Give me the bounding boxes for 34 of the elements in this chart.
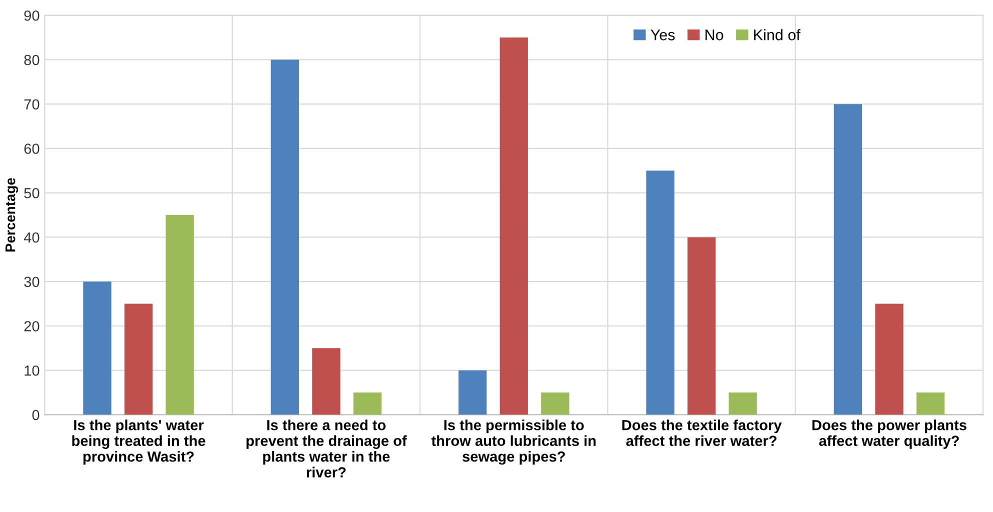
legend-label: Yes [650,30,675,40]
bar [166,215,194,415]
bar [875,304,904,415]
x-tick-label: Does the textile factory affect the river water? [622,420,782,446]
bar [83,282,112,415]
bar [124,304,153,415]
bar [916,392,945,415]
y-tick-label: 50 [24,188,40,198]
bar [312,348,340,415]
bar [270,60,299,415]
y-tick-label: 60 [24,144,40,154]
legend-label: Kind of [754,29,800,40]
bar [646,170,674,415]
y-tick-label: 80 [24,54,40,66]
bar [500,38,528,415]
y-tick-label: 20 [24,321,40,332]
y-tick-label: 40 [24,232,40,243]
bar [834,104,862,415]
legend-label: No [706,30,724,40]
x-tick-label: Is there a need to prevent the drainage of plants water in the river? [246,420,407,478]
y-tick-label: 10 [24,365,40,376]
x-tick-label: Is the permissible to throw auto lubricants in sewage pipes? [431,420,596,465]
x-tick-label: Does the power plants affect water quality? [812,420,966,449]
x-tick-label: Is the plants' water being treated in the province Wasit? [72,420,206,465]
y-tick-label: 70 [24,99,40,110]
y-axis-title: Percentage [6,178,18,252]
y-tick-label: 0 [32,410,40,420]
bar [353,392,382,415]
bar [458,370,487,415]
bar [541,392,570,415]
bar [687,237,716,415]
bar [728,392,757,415]
y-tick-label: 30 [24,276,40,288]
y-tick-label: 90 [24,10,40,21]
